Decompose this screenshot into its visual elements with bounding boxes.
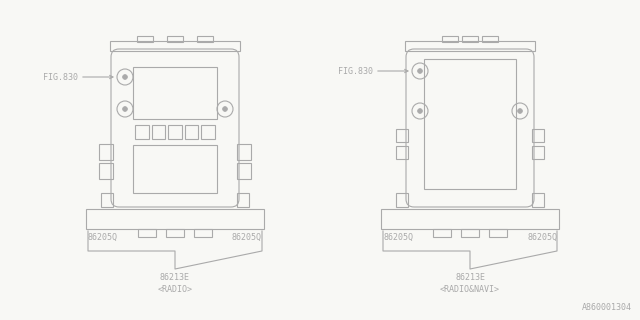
Circle shape: [223, 107, 227, 111]
Bar: [194, 229, 212, 237]
Text: FIG.830: FIG.830: [43, 73, 78, 82]
Text: FIG.830: FIG.830: [338, 67, 373, 76]
Bar: [405, 41, 535, 51]
Bar: [442, 36, 458, 42]
Bar: [237, 193, 249, 207]
Bar: [202, 125, 215, 139]
Bar: [396, 193, 408, 207]
Circle shape: [417, 68, 422, 73]
Bar: [185, 125, 198, 139]
Bar: [133, 67, 217, 119]
Bar: [381, 209, 559, 229]
Bar: [99, 144, 113, 160]
Bar: [433, 229, 451, 237]
Bar: [197, 36, 213, 42]
Bar: [237, 163, 251, 179]
Bar: [532, 146, 544, 159]
Text: 86205Q: 86205Q: [232, 233, 262, 242]
Text: 86205Q: 86205Q: [88, 233, 118, 242]
Text: 86213E: 86213E: [160, 273, 190, 282]
Bar: [137, 36, 153, 42]
Bar: [86, 209, 264, 229]
Circle shape: [518, 108, 522, 113]
Bar: [166, 229, 184, 237]
Bar: [152, 125, 165, 139]
Bar: [168, 125, 182, 139]
Bar: [167, 36, 183, 42]
Bar: [133, 145, 217, 193]
Circle shape: [123, 107, 127, 111]
Bar: [532, 193, 544, 207]
Bar: [482, 36, 498, 42]
Bar: [99, 163, 113, 179]
Text: 86205Q: 86205Q: [527, 233, 557, 242]
Bar: [462, 36, 478, 42]
Bar: [138, 229, 156, 237]
Text: A860001304: A860001304: [582, 303, 632, 312]
Bar: [424, 59, 516, 189]
Bar: [237, 144, 251, 160]
Text: 86213E: 86213E: [455, 273, 485, 282]
Text: <RADIO&NAVI>: <RADIO&NAVI>: [440, 285, 500, 294]
Text: <RADIO>: <RADIO>: [157, 285, 193, 294]
Bar: [396, 146, 408, 159]
Bar: [101, 193, 113, 207]
Bar: [532, 129, 544, 142]
Circle shape: [417, 108, 422, 113]
Circle shape: [123, 75, 127, 79]
Bar: [396, 129, 408, 142]
Text: 86205Q: 86205Q: [383, 233, 413, 242]
Bar: [489, 229, 507, 237]
Bar: [110, 41, 240, 51]
Bar: [135, 125, 148, 139]
Bar: [461, 229, 479, 237]
